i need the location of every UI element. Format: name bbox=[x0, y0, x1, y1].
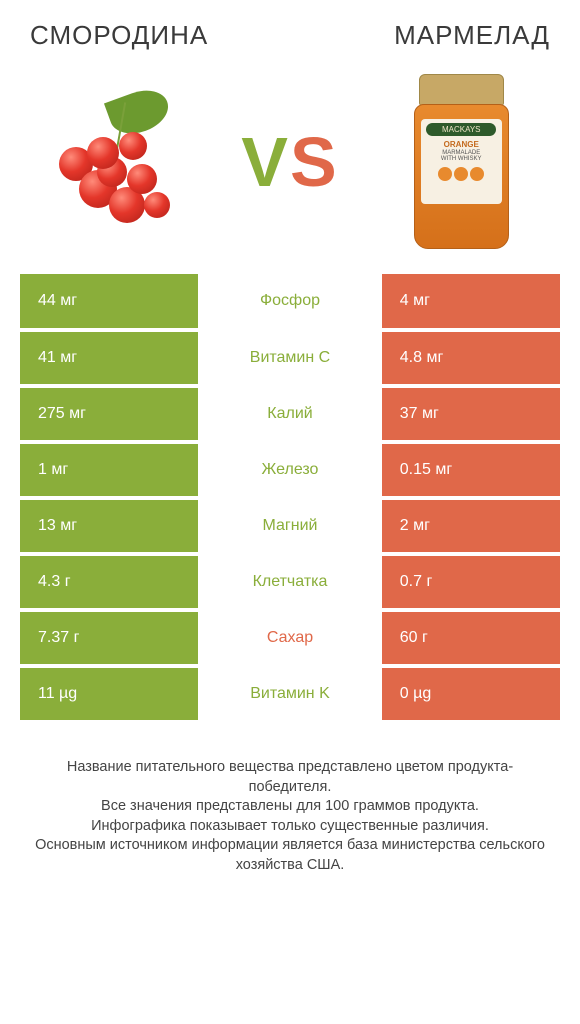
left-value-cell: 4.3 г bbox=[20, 554, 198, 610]
vs-letter-v: V bbox=[241, 123, 290, 201]
right-value-cell: 4.8 мг bbox=[382, 330, 560, 386]
right-value-cell: 60 г bbox=[382, 610, 560, 666]
table-row: 13 мгМагний2 мг bbox=[20, 498, 560, 554]
footer-note: Название питательного вещества представл… bbox=[20, 724, 560, 875]
table-row: 7.37 гСахар60 г bbox=[20, 610, 560, 666]
footer-line: Все значения представлены для 100 граммо… bbox=[26, 797, 554, 817]
table-row: 4.3 гКлетчатка0.7 г bbox=[20, 554, 560, 610]
footer-line: Основным источником информации является … bbox=[26, 836, 554, 875]
right-product-image: MACKAYS ORANGE MARMALADE WITH WHISKY bbox=[386, 77, 536, 247]
header: СМОРОДИНА МАРМЕЛАД bbox=[20, 20, 560, 59]
table-row: 11 µgВитамин K0 µg bbox=[20, 666, 560, 722]
nutrient-label-cell: Витамин C bbox=[198, 330, 382, 386]
left-product-title: СМОРОДИНА bbox=[30, 20, 208, 51]
nutrient-label-cell: Магний bbox=[198, 498, 382, 554]
vs-letter-s: S bbox=[290, 123, 339, 201]
jar-line1: ORANGE bbox=[444, 141, 479, 150]
nutrient-label-cell: Витамин K bbox=[198, 666, 382, 722]
right-product-title: МАРМЕЛАД bbox=[394, 20, 550, 51]
left-value-cell: 1 мг bbox=[20, 442, 198, 498]
jar-brand: MACKAYS bbox=[426, 123, 496, 136]
right-value-cell: 4 мг bbox=[382, 274, 560, 330]
right-value-cell: 0 µg bbox=[382, 666, 560, 722]
jar-line3: WITH WHISKY bbox=[441, 156, 482, 162]
nutrient-label-cell: Сахар bbox=[198, 610, 382, 666]
left-value-cell: 11 µg bbox=[20, 666, 198, 722]
left-value-cell: 7.37 г bbox=[20, 610, 198, 666]
table-row: 44 мгФосфор4 мг bbox=[20, 274, 560, 330]
nutrient-label-cell: Клетчатка bbox=[198, 554, 382, 610]
currant-icon bbox=[49, 92, 189, 232]
nutrient-label-cell: Железо bbox=[198, 442, 382, 498]
table-row: 1 мгЖелезо0.15 мг bbox=[20, 442, 560, 498]
vs-row: VS MACKAYS ORANGE MARMALADE WITH WHISKY bbox=[20, 59, 560, 274]
left-value-cell: 13 мг bbox=[20, 498, 198, 554]
infographic-root: СМОРОДИНА МАРМЕЛАД VS bbox=[0, 0, 580, 885]
nutrient-label-cell: Фосфор bbox=[198, 274, 382, 330]
right-value-cell: 0.15 мг bbox=[382, 442, 560, 498]
right-value-cell: 0.7 г bbox=[382, 554, 560, 610]
left-value-cell: 41 мг bbox=[20, 330, 198, 386]
left-product-image bbox=[44, 77, 194, 247]
vs-label: VS bbox=[241, 127, 338, 197]
nutrient-label-cell: Калий bbox=[198, 386, 382, 442]
right-value-cell: 2 мг bbox=[382, 498, 560, 554]
left-value-cell: 275 мг bbox=[20, 386, 198, 442]
table-row: 275 мгКалий37 мг bbox=[20, 386, 560, 442]
footer-line: Инфографика показывает только существенн… bbox=[26, 817, 554, 837]
right-value-cell: 37 мг bbox=[382, 386, 560, 442]
table-row: 41 мгВитамин C4.8 мг bbox=[20, 330, 560, 386]
jar-icon: MACKAYS ORANGE MARMALADE WITH WHISKY bbox=[409, 74, 514, 249]
left-value-cell: 44 мг bbox=[20, 274, 198, 330]
footer-line: Название питательного вещества представл… bbox=[26, 758, 554, 797]
nutrition-table: 44 мгФосфор4 мг41 мгВитамин C4.8 мг275 м… bbox=[20, 274, 560, 724]
